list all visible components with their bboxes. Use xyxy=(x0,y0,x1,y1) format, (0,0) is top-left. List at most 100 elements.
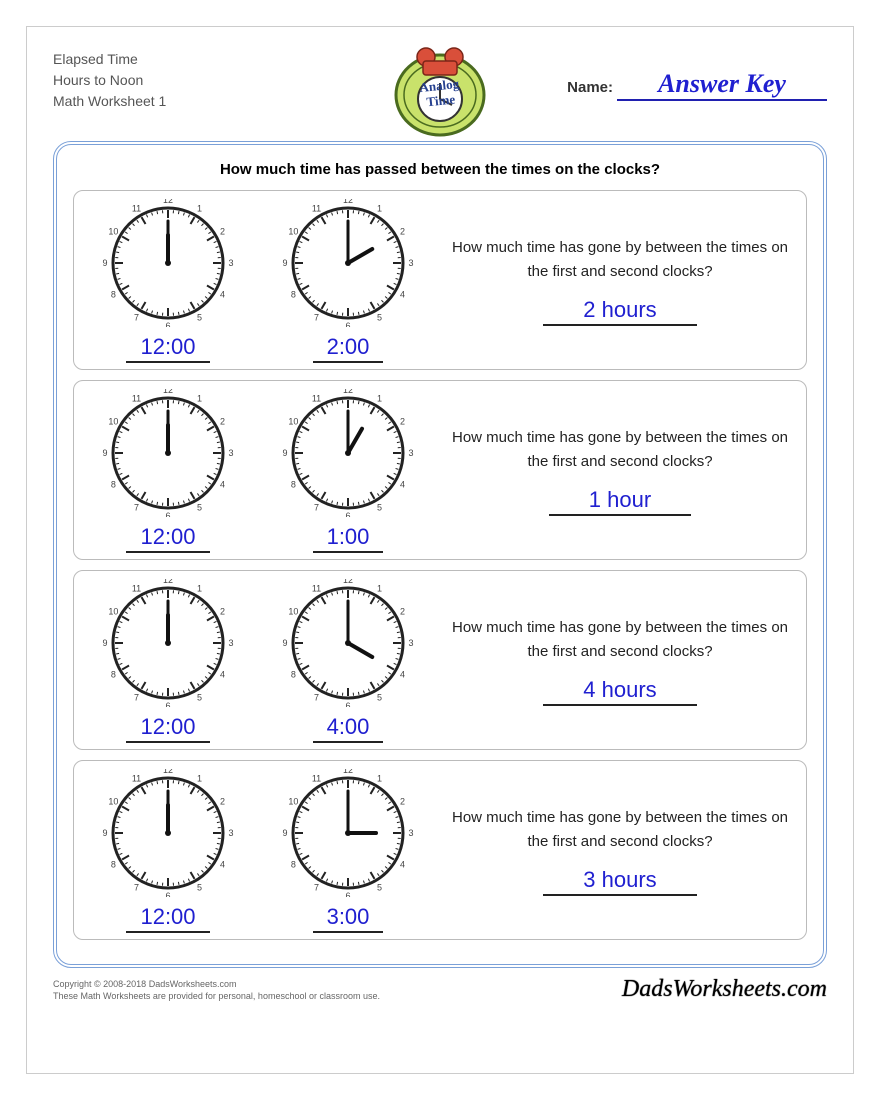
svg-text:4: 4 xyxy=(400,290,405,300)
svg-text:10: 10 xyxy=(288,417,298,427)
svg-text:6: 6 xyxy=(165,511,170,517)
svg-text:8: 8 xyxy=(111,480,116,490)
clock-2-col: 121234567891011 2:00 xyxy=(268,199,428,363)
svg-text:10: 10 xyxy=(108,797,118,807)
svg-text:10: 10 xyxy=(108,227,118,237)
svg-text:7: 7 xyxy=(134,503,139,513)
answer-key-text: Answer Key xyxy=(658,69,786,98)
svg-text:12: 12 xyxy=(343,199,353,205)
clock-2-col: 121234567891011 3:00 xyxy=(268,769,428,933)
svg-text:6: 6 xyxy=(345,891,350,897)
svg-text:10: 10 xyxy=(288,227,298,237)
clock-icon: 121234567891011 xyxy=(278,389,418,517)
problem-row: 121234567891011 12:00 121234567891011 3:… xyxy=(73,760,807,940)
svg-text:8: 8 xyxy=(111,290,116,300)
question-text: How much time has gone by between the ti… xyxy=(448,236,792,283)
answer-label: 3 hours xyxy=(543,867,696,896)
svg-text:2: 2 xyxy=(220,797,225,807)
problem-row: 121234567891011 12:00 121234567891011 2:… xyxy=(73,190,807,370)
svg-text:8: 8 xyxy=(291,670,296,680)
clock-1-col: 121234567891011 12:00 xyxy=(88,769,248,933)
answer-col: How much time has gone by between the ti… xyxy=(448,426,792,516)
svg-text:11: 11 xyxy=(312,203,321,213)
svg-text:2: 2 xyxy=(400,227,405,237)
question-text: How much time has gone by between the ti… xyxy=(448,806,792,853)
svg-text:9: 9 xyxy=(102,258,107,268)
svg-text:8: 8 xyxy=(291,290,296,300)
svg-text:6: 6 xyxy=(345,321,350,327)
clock-icon: 121234567891011 xyxy=(98,389,238,517)
svg-text:12: 12 xyxy=(163,769,173,775)
svg-text:9: 9 xyxy=(282,258,287,268)
svg-text:7: 7 xyxy=(134,313,139,323)
brand-logo: DadsWorksheets.com xyxy=(622,976,827,1003)
svg-text:10: 10 xyxy=(288,607,298,617)
svg-text:7: 7 xyxy=(314,883,319,893)
svg-text:12: 12 xyxy=(343,769,353,775)
svg-text:3: 3 xyxy=(228,448,233,458)
svg-text:6: 6 xyxy=(345,701,350,707)
svg-text:9: 9 xyxy=(282,638,287,648)
svg-text:2: 2 xyxy=(220,227,225,237)
svg-text:6: 6 xyxy=(345,511,350,517)
svg-text:3: 3 xyxy=(408,258,413,268)
svg-text:5: 5 xyxy=(197,693,202,703)
svg-text:10: 10 xyxy=(108,417,118,427)
question-text: How much time has gone by between the ti… xyxy=(448,616,792,663)
svg-text:4: 4 xyxy=(400,480,405,490)
svg-text:6: 6 xyxy=(165,891,170,897)
problem-row: 121234567891011 12:00 121234567891011 4:… xyxy=(73,570,807,750)
clock-icon: 121234567891011 xyxy=(98,199,238,327)
time-1-label: 12:00 xyxy=(126,524,209,553)
svg-text:1: 1 xyxy=(377,393,382,403)
analog-time-badge-icon: Analog Time xyxy=(390,43,490,139)
answer-col: How much time has gone by between the ti… xyxy=(448,616,792,706)
badge: Analog Time xyxy=(390,43,490,144)
svg-text:4: 4 xyxy=(220,860,225,870)
svg-text:7: 7 xyxy=(134,883,139,893)
clock-1-col: 121234567891011 12:00 xyxy=(88,199,248,363)
name-line: Answer Key xyxy=(617,69,827,101)
svg-text:3: 3 xyxy=(228,638,233,648)
svg-text:9: 9 xyxy=(282,828,287,838)
problem-row: 121234567891011 12:00 121234567891011 1:… xyxy=(73,380,807,560)
problems-frame: How much time has passed between the tim… xyxy=(53,141,827,968)
svg-text:7: 7 xyxy=(314,503,319,513)
clock-2-col: 121234567891011 1:00 xyxy=(268,389,428,553)
answer-label: 1 hour xyxy=(549,487,691,516)
name-field: Name: Answer Key xyxy=(567,69,827,101)
svg-text:10: 10 xyxy=(108,607,118,617)
svg-text:5: 5 xyxy=(197,503,202,513)
notice-text: These Math Worksheets are provided for p… xyxy=(53,990,380,1003)
clock-1-col: 121234567891011 12:00 xyxy=(88,389,248,553)
clock-2-col: 121234567891011 4:00 xyxy=(268,579,428,743)
svg-text:3: 3 xyxy=(408,448,413,458)
svg-text:1: 1 xyxy=(377,583,382,593)
svg-text:4: 4 xyxy=(400,670,405,680)
svg-text:12: 12 xyxy=(343,579,353,585)
answer-col: How much time has gone by between the ti… xyxy=(448,236,792,326)
svg-text:11: 11 xyxy=(312,393,321,403)
svg-text:5: 5 xyxy=(197,313,202,323)
answer-label: 4 hours xyxy=(543,677,696,706)
time-2-label: 3:00 xyxy=(313,904,384,933)
svg-text:8: 8 xyxy=(291,860,296,870)
svg-text:9: 9 xyxy=(102,828,107,838)
svg-text:5: 5 xyxy=(377,313,382,323)
title-line-3: Math Worksheet 1 xyxy=(53,91,323,112)
time-2-label: 1:00 xyxy=(313,524,384,553)
svg-text:7: 7 xyxy=(314,313,319,323)
time-2-label: 4:00 xyxy=(313,714,384,743)
time-1-label: 12:00 xyxy=(126,334,209,363)
svg-text:12: 12 xyxy=(163,389,173,395)
svg-text:3: 3 xyxy=(228,828,233,838)
svg-text:11: 11 xyxy=(312,773,321,783)
svg-text:4: 4 xyxy=(400,860,405,870)
name-label: Name: xyxy=(567,79,613,96)
svg-text:1: 1 xyxy=(377,203,382,213)
title-block: Elapsed Time Hours to Noon Math Workshee… xyxy=(53,45,323,112)
svg-text:7: 7 xyxy=(134,693,139,703)
svg-text:4: 4 xyxy=(220,670,225,680)
svg-text:12: 12 xyxy=(163,579,173,585)
svg-text:6: 6 xyxy=(165,321,170,327)
